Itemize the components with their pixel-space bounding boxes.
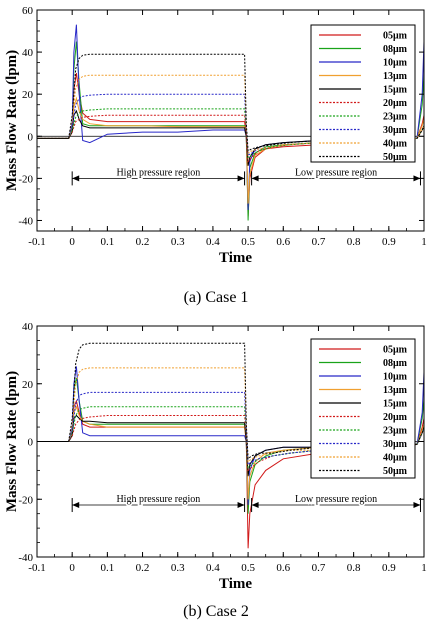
chart2-region-arrow-left-0 [72, 502, 80, 509]
chart1-legend-box [310, 24, 416, 163]
chart1-ytick-label-3: 20 [22, 89, 34, 101]
chart1-xtick-label-8: 0.7 [312, 236, 326, 248]
chart2-caption: (b) Case 2 [183, 603, 249, 620]
chart2-ytick-label-0: -40 [18, 552, 33, 564]
chart1-legend-label-3: 13μm [383, 71, 408, 82]
chart2-xtick-label-8: 0.7 [312, 562, 326, 574]
chart1-xtick-label-3: 0.2 [136, 236, 150, 248]
chart1-ytick-label-4: 40 [22, 47, 34, 59]
chart2-series-line-9 [37, 342, 424, 460]
chart2-ytick-label-1: -20 [18, 494, 33, 506]
chart2-legend: 05μm 08μm 10μm 13μm 15μm 20μm 23μm 30μm 40μm 50μm [310, 338, 416, 479]
chart1-legend-label-0: 05μm [383, 31, 408, 42]
chart2-x-axis-title: Time [219, 576, 252, 592]
chart2-legend-label-0: 05μm [383, 345, 408, 356]
chart1-x-axis-title: Time [219, 250, 252, 266]
chart1-series-line-6 [37, 108, 424, 159]
chart2-legend-label-6: 23μm [383, 426, 408, 437]
chart-case-1: -0.1 0 0.1 0.2 0.3 0.4 0.5 0.6 0.7 0.8 0.9 1 -40 -20 0… [4, 5, 427, 306]
chart1-y-axis-title: Mass Flow Rate (lpm) [4, 50, 20, 191]
chart2-region-arrow-right-0 [237, 502, 245, 509]
chart1-legend-label-5: 20μm [383, 98, 408, 109]
chart2-legend-label-2: 10μm [383, 372, 408, 383]
chart2-xtick-label-6: 0.5 [241, 562, 255, 574]
chart2-xtick-label-1: 0 [69, 562, 75, 574]
chart2-xtick-label-3: 0.2 [136, 562, 150, 574]
chart2-region-arrow-left-1 [251, 502, 259, 509]
chart1-legend-label-8: 40μm [383, 139, 408, 150]
chart2-legend-label-1: 08μm [383, 358, 408, 369]
chart2-region-arrow-right-1 [413, 502, 421, 509]
chart2-legend-label-3: 13μm [383, 385, 408, 396]
chart2-ytick-label-2: 0 [28, 437, 34, 449]
chart1-legend-label-1: 08μm [383, 44, 408, 55]
chart2-legend-label-5: 20μm [383, 412, 408, 423]
chart1-region-arrow-left-0 [72, 175, 80, 182]
chart2-legend-label-4: 15μm [383, 399, 408, 410]
chart2-region-label-1: Low pressure region [295, 494, 377, 505]
chart1-region-arrow-right-1 [413, 175, 421, 182]
chart2-region-label-0: High pressure region [116, 494, 200, 505]
chart1-ytick-label-1: -20 [18, 173, 33, 185]
chart1-xtick-label-10: 0.9 [382, 236, 396, 248]
chart1-xtick-label-6: 0.5 [241, 236, 255, 248]
chart1-legend-label-9: 50μm [383, 152, 408, 163]
chart1-legend: 05μm 08μm 10μm 13μm 15μm 20μm 23μm 30μm 40μm 50μm [310, 24, 416, 163]
chart2-y-axis-title: Mass Flow Rate (lpm) [4, 371, 20, 512]
chart1-region-label-0: High pressure region [116, 167, 200, 178]
chart1-xtick-label-5: 0.4 [206, 236, 220, 248]
chart2-legend-label-8: 40μm [383, 453, 408, 464]
chart2-xtick-label-2: 0.1 [100, 562, 114, 574]
chart1-caption: (a) Case 1 [184, 289, 249, 306]
chart1-legend-label-7: 30μm [383, 125, 408, 136]
chart1-legend-label-2: 10μm [383, 58, 408, 69]
chart1-xtick-label-2: 0.1 [100, 236, 114, 248]
chart1-xtick-label-4: 0.3 [171, 236, 185, 248]
chart1-region-arrow-left-1 [251, 175, 259, 182]
chart1-ytick-label-2: 0 [28, 131, 34, 143]
chart1-xtick-label-1: 0 [69, 236, 75, 248]
chart1-ytick-label-0: -40 [18, 215, 33, 227]
chart2-xtick-label-4: 0.3 [171, 562, 185, 574]
chart2-ytick-label-3: 20 [22, 379, 34, 391]
chart1-xtick-label-9: 0.8 [347, 236, 361, 248]
chart2-xtick-label-9: 0.8 [347, 562, 361, 574]
chart-case-2: -0.1 0 0.1 0.2 0.3 0.4 0.5 0.6 0.7 0.8 0.9 1 -40 -20 0… [4, 321, 427, 620]
chart2-ytick-label-4: 40 [22, 321, 34, 333]
chart1-xtick-label-7: 0.6 [276, 236, 290, 248]
chart2-xtick-label-5: 0.4 [206, 562, 220, 574]
chart2-xtick-label-0: -0.1 [28, 562, 45, 574]
chart1-ytick-label-5: 60 [22, 5, 34, 17]
chart1-xtick-label-11: 1 [421, 236, 427, 248]
chart1-region-arrow-right-0 [237, 175, 245, 182]
chart2-legend-label-7: 30μm [383, 439, 408, 450]
chart2-xtick-label-11: 1 [421, 562, 427, 574]
chart2-legend-label-9: 50μm [383, 466, 408, 477]
chart1-region-label-1: Low pressure region [295, 167, 377, 178]
chart1-legend-label-4: 15μm [383, 85, 408, 96]
chart1-xtick-label-0: -0.1 [28, 236, 45, 248]
chart1-legend-label-6: 23μm [383, 112, 408, 123]
chart2-xtick-label-10: 0.9 [382, 562, 396, 574]
chart2-xtick-label-7: 0.6 [276, 562, 290, 574]
